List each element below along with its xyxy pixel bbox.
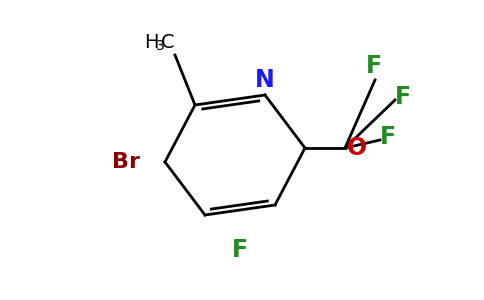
Text: F: F (366, 54, 382, 78)
Text: 3: 3 (156, 39, 165, 53)
Text: C: C (161, 32, 175, 52)
Text: Br: Br (112, 152, 140, 172)
Text: F: F (232, 238, 248, 262)
Text: F: F (395, 85, 411, 109)
Text: H: H (144, 32, 158, 52)
Text: N: N (255, 68, 275, 92)
Text: O: O (347, 136, 367, 160)
Text: F: F (380, 125, 396, 149)
